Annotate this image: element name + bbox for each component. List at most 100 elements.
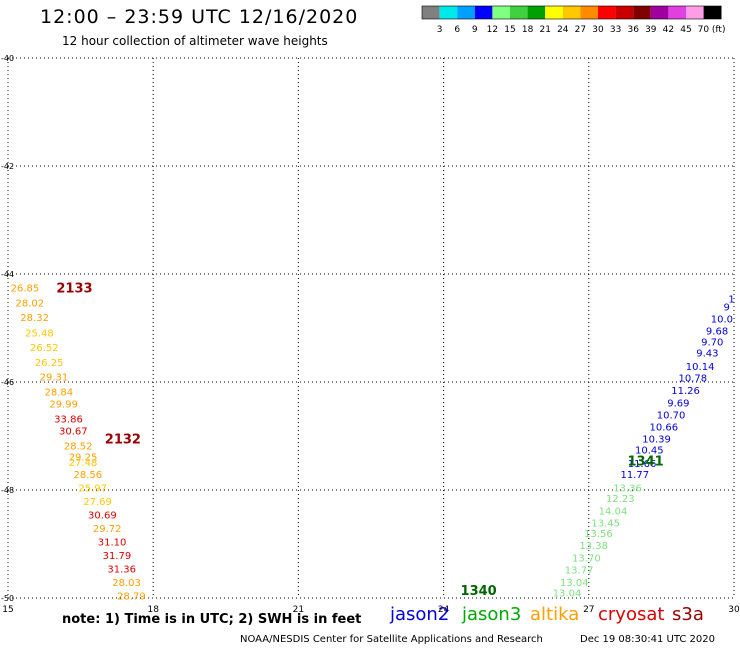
colorbar-swatch <box>422 6 440 19</box>
colorbar-swatch <box>545 6 563 19</box>
colorbar-swatch <box>703 6 722 19</box>
y-tick-label: -44 <box>1 270 14 279</box>
colorbar-swatch <box>474 6 493 19</box>
data-point-label: 31.79 <box>103 551 132 562</box>
data-point-label: 10.0 <box>711 314 733 325</box>
x-tick-label: 18 <box>147 605 159 615</box>
legend-jason2: jason2 <box>390 604 450 625</box>
colorbar-label: 33 <box>610 25 621 35</box>
data-point-label: 9 <box>724 302 730 313</box>
data-point-label: 28.02 <box>15 299 44 310</box>
legend-altika: altika <box>530 604 580 625</box>
data-point-label: 10.14 <box>686 362 715 373</box>
colorbar-swatch <box>650 6 669 19</box>
colorbar-label: 30 <box>592 25 604 35</box>
legend-cryosat: cryosat <box>598 604 665 625</box>
data-point-label: 13.45 <box>591 518 620 529</box>
data-point-label: 25.97 <box>78 483 107 494</box>
pass-label: 2132 <box>105 433 141 448</box>
colorbar-label: 9 <box>472 25 478 35</box>
colorbar-swatch <box>598 6 616 19</box>
chart-title: 12:00 – 23:59 UTC 12/16/2020 <box>40 6 359 28</box>
x-tick-label: 30 <box>728 605 740 615</box>
legend-jason3: jason3 <box>462 604 522 625</box>
y-tick-label: -42 <box>1 162 14 171</box>
chart-subtitle: 12 hour collection of altimeter wave hei… <box>62 34 328 48</box>
data-point-label: 13.38 <box>579 541 608 552</box>
x-tick-label: 15 <box>2 605 13 615</box>
data-point-label: 10.70 <box>657 410 686 421</box>
x-tick-label: 27 <box>583 605 594 615</box>
data-point-label: 28.03 <box>112 578 141 589</box>
footer-center: NOAA/NESDIS Center for Satellite Applica… <box>240 634 543 645</box>
data-point-label: 13.36 <box>613 483 642 494</box>
data-point-label: 9.70 <box>701 338 723 349</box>
data-point-label: 31.36 <box>107 564 136 575</box>
data-point-label: 10.45 <box>635 446 664 457</box>
data-point-label: 26.25 <box>35 358 64 369</box>
x-tick-label: 24 <box>438 605 450 615</box>
data-point-label: 9.68 <box>706 327 728 338</box>
y-tick-label: -48 <box>1 486 14 495</box>
data-point-label: 14.04 <box>599 507 628 518</box>
y-tick-label: -40 <box>1 54 14 63</box>
data-point-label: 30.67 <box>59 427 88 438</box>
colorbar-swatch <box>492 6 510 19</box>
data-point-label: 29.25 <box>69 453 98 464</box>
note-text: note: 1) Time is in UTC; 2) SWH is in fe… <box>62 612 362 627</box>
colorbar-label: 24 <box>557 25 569 35</box>
axis-ticks: 15 18 21 24 27 30 -40 -42 -44 -46 -48 -50 <box>1 54 740 615</box>
data-point-label: 29.31 <box>40 373 69 384</box>
data-point-label: 25.48 <box>25 328 54 339</box>
y-tick-label: -50 <box>1 594 14 603</box>
data-point-label: 9.69 <box>667 399 689 410</box>
pass-label: 1340 <box>461 584 497 599</box>
colorbar-label: 42 <box>663 25 674 35</box>
data-point-label: 1 <box>728 294 734 305</box>
data-point-label: 33.86 <box>54 415 83 426</box>
pass-label: 2133 <box>56 282 92 297</box>
colorbar-label: 21 <box>539 25 550 35</box>
data-point-label: 10.66 <box>649 422 678 433</box>
colorbar-label: 12 <box>487 25 498 35</box>
colorbar-label: 39 <box>645 25 657 35</box>
colorbar-label: 18 <box>522 25 534 35</box>
colorbar: 3 6 9 12 15 18 21 24 27 30 33 36 39 42 45 70 (ft) <box>421 5 726 35</box>
colorbar-label: 6 <box>454 25 460 35</box>
data-point-label: 28.56 <box>74 470 103 481</box>
colorbar-swatch <box>527 6 546 19</box>
colorbar-swatch <box>668 6 686 19</box>
data-point-label: 28.79 <box>117 591 146 602</box>
colorbar-label: 70 (ft) <box>698 25 726 35</box>
data-point-label: 30.69 <box>88 510 117 521</box>
data-point-label: 28.52 <box>64 442 93 453</box>
data-point-label: 27.48 <box>69 458 98 469</box>
legend-s3a: s3a <box>672 604 704 625</box>
colorbar-label: 45 <box>680 25 691 35</box>
data-point-label: 31.10 <box>98 537 127 548</box>
pass-labels: 2133 2132 1341 1340 <box>56 282 663 599</box>
data-point-label: 13.77 <box>565 565 594 576</box>
data-point-label: 27.69 <box>83 497 112 508</box>
y-tick-label: -46 <box>1 378 14 387</box>
data-point-label: 11.77 <box>620 470 649 481</box>
colorbar-swatch <box>510 6 528 19</box>
data-point-label: 13.56 <box>584 529 613 540</box>
data-point-label: 13.70 <box>572 554 601 565</box>
data-point-label: 10.78 <box>679 374 708 385</box>
data-point-label: 26.85 <box>11 284 40 295</box>
colorbar-swatch <box>457 6 475 19</box>
data-point-label: 29.99 <box>49 400 78 411</box>
data-point-label: 9.43 <box>696 348 718 359</box>
colorbar-label: 3 <box>437 25 443 35</box>
data-point-label: 11.26 <box>671 386 700 397</box>
data-point-label: 10.39 <box>642 435 671 446</box>
colorbar-label: 27 <box>575 25 586 35</box>
data-point-label: 13.04 <box>553 589 582 600</box>
data-points: 26.85 28.02 28.32 25.48 26.52 26.25 29.31 28.84… <box>11 284 735 603</box>
colorbar-swatch <box>686 6 704 19</box>
colorbar-swatch <box>439 6 458 19</box>
colorbar-frame <box>421 5 722 20</box>
colorbar-label: 36 <box>627 25 639 35</box>
